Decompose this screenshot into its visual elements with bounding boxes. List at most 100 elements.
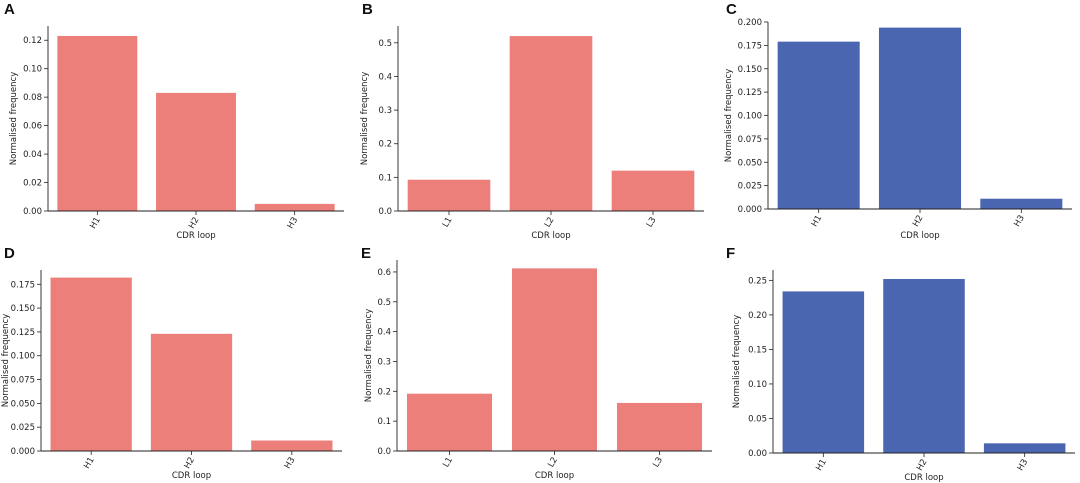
panel-letter-c: C [726, 1, 737, 18]
y-tick-label-c: 0.125 [738, 88, 762, 98]
x-axis-label-c: CDR loop [900, 231, 939, 241]
y-tick-label-c: 0.025 [738, 182, 762, 192]
y-axis-label-f: Normalised frequency [732, 315, 742, 409]
x-tick-label-b: L3 [645, 216, 659, 230]
y-tick-label-d: 0.025 [11, 423, 35, 433]
x-tick-label-e: L3 [651, 456, 665, 470]
y-tick-label-b: 0.4 [378, 72, 392, 82]
y-tick-label-b: 0.2 [378, 140, 392, 150]
y-tick-label-c: 0.000 [738, 205, 762, 215]
panel-letter-f: F [726, 245, 735, 262]
y-axis-label-a: Normalised frequency [9, 72, 19, 166]
panel-letter-b: B [362, 1, 373, 18]
bar-c-h3 [980, 198, 1063, 209]
y-tick-label-a: 0.02 [23, 179, 42, 189]
y-tick-label-d: 0.000 [11, 447, 35, 457]
y-tick-label-b: 0.1 [378, 173, 392, 183]
x-tick-label-b: L1 [441, 216, 455, 230]
panel-a: A 0.00 0.02 0.04 0.06 0.08 0.10 0.12 H1 H2 H3 CDR l… [4, 1, 344, 241]
y-tick-label-f: 0.25 [748, 276, 767, 286]
y-tick-label-c: 0.150 [738, 65, 762, 75]
x-tick-label-c: H1 [810, 214, 825, 229]
y-tick-label-f: 0.00 [748, 449, 767, 459]
y-tick-label-e: 0.2 [377, 387, 391, 397]
x-tick-label-c: H2 [911, 214, 926, 229]
y-tick-label-e: 0.3 [377, 357, 391, 367]
y-tick-label-e: 0.5 [377, 298, 391, 308]
y-tick-label-f: 0.20 [748, 311, 767, 321]
x-tick-label-f: H2 [915, 458, 930, 473]
y-tick-label-f: 0.10 [748, 380, 767, 390]
panel-d: D 0.000 0.025 0.050 0.075 0.100 0.125 0.150 0.17… [1, 245, 342, 481]
x-axis-label-f: CDR loop [904, 473, 943, 483]
y-tick-label-a: 0.04 [23, 150, 42, 160]
bar-b-l1 [407, 179, 491, 211]
x-tick-label-d: H1 [82, 456, 97, 471]
x-tick-label-a: H2 [187, 216, 202, 231]
bar-c-h2 [878, 27, 962, 209]
y-tick-label-c: 0.200 [738, 18, 762, 28]
bar-d-h3 [251, 440, 333, 451]
panel-letter-a: A [4, 1, 15, 18]
panel-f: F 0.00 0.05 0.10 0.15 0.20 0.25 H1 H2 H3 CDR loop N… [726, 245, 1075, 483]
y-tick-label-a: 0.00 [23, 207, 42, 217]
bar-d-h2 [150, 333, 233, 451]
panel-letter-d: D [4, 245, 15, 262]
bar-a-h1 [57, 35, 138, 212]
bar-b-l2 [509, 36, 593, 212]
y-tick-label-a: 0.12 [23, 36, 42, 46]
x-axis-label-e: CDR loop [535, 471, 574, 481]
y-tick-label-f: 0.05 [748, 414, 767, 424]
x-tick-label-d: H3 [283, 456, 298, 471]
y-axis-label-e: Normalised frequency [364, 309, 374, 403]
y-tick-label-f: 0.15 [748, 345, 767, 355]
bar-a-h2 [156, 92, 236, 211]
bar-a-h3 [254, 203, 335, 211]
x-tick-label-a: H1 [88, 216, 103, 231]
bar-d-h1 [50, 277, 132, 451]
x-axis-label-b: CDR loop [531, 231, 570, 241]
x-axis-label-a: CDR loop [176, 231, 215, 241]
bar-c-h1 [777, 41, 860, 209]
panel-letter-e: E [361, 245, 371, 262]
y-axis-label-b: Normalised frequency [360, 72, 370, 166]
y-tick-label-c: 0.075 [738, 135, 762, 145]
panel-e: E 0.0 0.1 0.2 0.3 0.4 0.5 0.6 L1 L2 L3 CDR loop Norm… [361, 245, 712, 481]
x-tick-label-f: H1 [814, 458, 829, 473]
bar-f-h3 [983, 443, 1066, 453]
bar-e-l2 [511, 268, 598, 451]
bar-e-l1 [406, 393, 493, 451]
y-tick-label-e: 0.1 [377, 417, 391, 427]
y-tick-label-b: 0.3 [378, 106, 392, 116]
y-tick-label-c: 0.175 [738, 41, 762, 51]
x-tick-label-e: L1 [441, 456, 455, 470]
y-tick-label-d: 0.175 [11, 280, 35, 290]
bar-f-h2 [883, 278, 965, 453]
x-tick-label-c: H3 [1012, 214, 1027, 229]
y-tick-label-d: 0.125 [11, 328, 35, 338]
y-tick-label-e: 0.6 [377, 268, 391, 278]
bar-f-h1 [782, 291, 865, 453]
panel-b: B 0.0 0.1 0.2 0.3 0.4 0.5 L1 L2 L3 CDR loop Normali… [360, 1, 704, 241]
y-tick-label-d: 0.050 [11, 399, 35, 409]
x-tick-label-a: H3 [286, 216, 301, 231]
y-tick-label-a: 0.08 [23, 93, 42, 103]
x-tick-label-d: H2 [183, 456, 198, 471]
x-axis-label-d: CDR loop [172, 471, 211, 481]
x-tick-label-e: L2 [546, 456, 560, 470]
y-tick-label-a: 0.06 [23, 122, 42, 132]
y-tick-label-b: 0.5 [378, 39, 392, 49]
y-axis-label-d: Normalised frequency [1, 314, 11, 408]
y-tick-label-b: 0.0 [378, 207, 392, 217]
x-tick-label-f: H3 [1016, 458, 1031, 473]
y-tick-label-d: 0.100 [11, 352, 35, 362]
bar-e-l3 [616, 402, 703, 451]
y-tick-label-d: 0.075 [11, 376, 35, 386]
y-tick-label-c: 0.100 [738, 112, 762, 122]
x-tick-label-b: L2 [543, 216, 557, 230]
y-tick-label-d: 0.150 [11, 304, 35, 314]
y-tick-label-e: 0.4 [377, 328, 391, 338]
bar-b-l3 [611, 170, 695, 211]
panel-c: C 0.000 0.025 0.050 0.075 0.100 0.125 0.150 0.17… [724, 1, 1072, 241]
